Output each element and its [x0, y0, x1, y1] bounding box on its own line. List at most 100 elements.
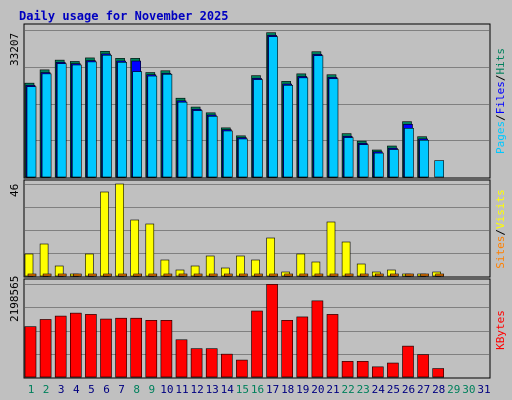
- pages-bar: [117, 62, 127, 178]
- kbytes-bar: [432, 368, 445, 378]
- x-tick-label: 22: [341, 383, 354, 396]
- pages-bar: [343, 137, 354, 178]
- x-tick-label: 27: [417, 383, 430, 396]
- kbytes-bar: [54, 315, 67, 378]
- visits-bar: [24, 253, 34, 277]
- visits-bar: [100, 191, 109, 277]
- sites-bar: [27, 273, 37, 277]
- x-axis-tick-labels: 1 2 3 4 5 6 7 8 9 10 11 12 13 14 15 16 17 18 19 20 21 22 23 24 2…: [28, 383, 491, 396]
- pages-bar: [283, 85, 294, 178]
- sites-bar: [57, 273, 67, 277]
- pages-bar: [41, 73, 52, 178]
- pages-bar: [268, 36, 278, 178]
- visits-bar: [326, 221, 336, 277]
- kbytes-bar: [417, 354, 429, 378]
- pages-bar: [26, 86, 37, 178]
- x-tick-label: 17: [266, 383, 279, 396]
- sites-bar: [42, 273, 52, 277]
- kbytes-bar: [387, 362, 399, 378]
- hits-files-pages-panel-ymax-label: 33207: [8, 33, 21, 66]
- kbytes-panel-ymax-label: 2198565: [8, 276, 21, 322]
- x-tick-label: 29: [447, 383, 460, 396]
- x-tick-label: 5: [88, 383, 95, 396]
- x-tick-label: 15: [236, 383, 249, 396]
- sites-bar: [269, 273, 278, 277]
- x-tick-label: 10: [160, 383, 173, 396]
- sites-bar: [284, 273, 294, 277]
- sites-bar: [390, 273, 399, 277]
- visits-sites-panel-ymax-label: 46: [8, 184, 21, 197]
- sites-bar: [208, 273, 218, 277]
- sites-bar: [359, 273, 369, 277]
- pages-bar: [298, 77, 309, 178]
- pages-bar: [358, 144, 369, 178]
- x-tick-label: 20: [311, 383, 324, 396]
- pages-bar: [373, 152, 384, 178]
- kbytes-bar: [371, 366, 384, 378]
- kbytes-bar: [145, 320, 158, 378]
- sites-bar: [314, 273, 324, 277]
- hits-files-pages-panel-series-label-part: /: [494, 114, 507, 121]
- x-tick-label: 24: [372, 383, 386, 396]
- sites-bar: [239, 273, 248, 277]
- x-tick-label: 23: [357, 383, 370, 396]
- x-tick-label: 25: [387, 383, 400, 396]
- kbytes-bar: [296, 316, 309, 378]
- kbytes-bar: [175, 339, 188, 378]
- pages-bar: [56, 63, 67, 178]
- kbytes-bar: [266, 284, 278, 378]
- kbytes-bar: [130, 317, 142, 378]
- sites-bar: [103, 273, 112, 277]
- visits-bar: [236, 255, 245, 277]
- pages-bar: [238, 138, 248, 178]
- chart-title: Daily usage for November 2025: [19, 9, 229, 23]
- pages-bar: [132, 71, 142, 178]
- sites-bar: [254, 273, 263, 277]
- hits-files-pages-panel-series-label-part: /: [494, 75, 507, 82]
- visits-bar: [296, 253, 306, 277]
- kbytes-panel-series-label-part: KBytes: [494, 310, 507, 350]
- sites-bar: [374, 273, 384, 277]
- sites-bar: [329, 273, 339, 277]
- x-tick-label: 6: [103, 383, 110, 396]
- sites-bar: [73, 273, 82, 277]
- sites-bar: [178, 273, 188, 277]
- pages-bar: [147, 75, 158, 178]
- kbytes-bar: [39, 319, 52, 378]
- kbytes-bar: [24, 326, 37, 378]
- sites-bar: [88, 273, 97, 277]
- pages-bar: [389, 149, 399, 178]
- kbytes-bar: [160, 320, 173, 378]
- sites-bar: [405, 273, 414, 277]
- sites-bar: [163, 273, 173, 277]
- sites-bar: [435, 273, 445, 277]
- x-tick-label: 19: [296, 383, 309, 396]
- visits-sites-panel-series-label-part: Visits: [494, 189, 507, 229]
- visits-bar: [266, 237, 275, 277]
- sites-bar: [118, 273, 127, 277]
- kbytes-bar: [236, 359, 248, 378]
- visits-bar: [145, 223, 155, 277]
- x-tick-label: 8: [133, 383, 140, 396]
- x-tick-label: 1: [28, 383, 35, 396]
- hits-files-pages-panel-series-label-part: Pages: [494, 121, 507, 154]
- sites-bar: [148, 273, 158, 277]
- pages-bar: [223, 130, 233, 178]
- pages-bar: [192, 110, 203, 178]
- kbytes-bar: [251, 310, 263, 378]
- hits-files-pages-panel-series-label: Pages/Files/Hits: [494, 48, 507, 154]
- x-tick-label: 12: [190, 383, 203, 396]
- x-tick-label: 18: [281, 383, 294, 396]
- pages-bar: [177, 101, 188, 178]
- x-tick-label: 31: [477, 383, 490, 396]
- kbytes-bar: [70, 312, 82, 378]
- x-tick-label: 9: [148, 383, 155, 396]
- x-tick-label: 16: [251, 383, 264, 396]
- sites-bar: [224, 273, 233, 277]
- sites-bar: [344, 273, 354, 277]
- kbytes-bar: [402, 345, 414, 378]
- kbytes-bar: [356, 361, 369, 378]
- kbytes-bar: [115, 317, 127, 378]
- pages-bar: [328, 78, 339, 178]
